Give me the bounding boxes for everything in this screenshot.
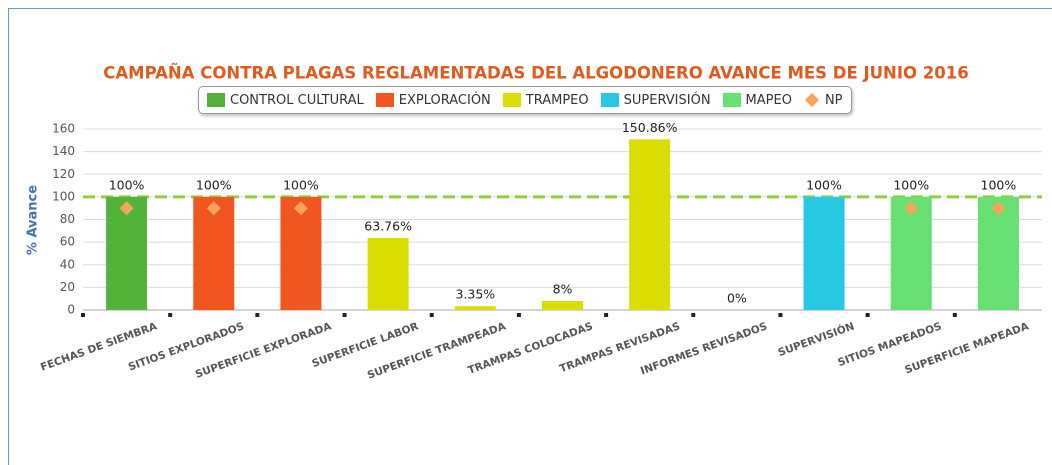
bar xyxy=(890,196,932,310)
legend-swatch xyxy=(502,93,521,107)
x-tick xyxy=(255,313,260,317)
bar xyxy=(629,139,671,310)
y-tick-label: 60 xyxy=(60,235,75,249)
legend-item[interactable]: MAPEO xyxy=(722,92,792,108)
x-tick xyxy=(429,313,434,317)
x-tick xyxy=(952,313,957,317)
x-tick-label: SUPERFICIE TRAMPEADA xyxy=(366,320,508,382)
legend-swatch xyxy=(722,93,741,107)
y-axis-title: % Avance xyxy=(26,185,41,255)
legend: CONTROL CULTURAL EXPLORACIÓN TRAMPEO SUPERV… xyxy=(198,86,852,114)
bar xyxy=(106,196,148,310)
x-tick-label: SUPERVISIÓN xyxy=(776,319,856,359)
data-label: 100% xyxy=(806,177,842,192)
legend-label: MAPEO xyxy=(745,92,792,108)
bar xyxy=(454,306,496,310)
np-marker xyxy=(991,201,1006,216)
y-tick-label: 120 xyxy=(52,167,75,181)
x-tick xyxy=(516,313,521,317)
y-tick-label: 40 xyxy=(60,257,75,271)
chart-frame xyxy=(8,8,1052,465)
bar xyxy=(193,196,235,310)
data-label: 8% xyxy=(553,281,573,296)
legend-swatch xyxy=(207,93,225,107)
data-label: 150.86% xyxy=(622,120,678,135)
legend-label: TRAMPEO xyxy=(525,92,589,108)
x-tick xyxy=(778,313,783,317)
legend-label: NP xyxy=(824,92,843,108)
data-label: 63.76% xyxy=(364,218,412,233)
data-label: 100% xyxy=(283,177,319,192)
legend-item[interactable]: EXPLORACIÓN xyxy=(375,92,491,108)
bar xyxy=(280,196,322,310)
y-tick-label: 20 xyxy=(60,280,75,294)
bar xyxy=(803,196,845,310)
legend-swatch xyxy=(600,93,619,107)
legend-label: CONTROL CULTURAL xyxy=(230,92,364,108)
y-tick-label: 160 xyxy=(52,122,75,136)
y-tick-label: 140 xyxy=(52,144,75,158)
np-marker xyxy=(293,201,308,216)
legend-label: EXPLORACIÓN xyxy=(398,92,491,108)
data-label: 0% xyxy=(727,291,747,306)
y-tick-label: 80 xyxy=(60,212,75,226)
x-tick xyxy=(168,313,173,317)
data-label: 100% xyxy=(981,177,1017,192)
y-tick-label: 0 xyxy=(67,303,75,317)
legend-swatch xyxy=(375,93,394,107)
x-tick xyxy=(81,313,85,317)
x-tick xyxy=(342,313,347,317)
x-tick xyxy=(691,313,696,317)
data-label: 100% xyxy=(109,177,145,192)
data-label: 100% xyxy=(196,177,232,192)
bar xyxy=(367,237,409,310)
legend-item[interactable]: CONTROL CULTURAL xyxy=(207,93,364,108)
legend-item[interactable]: TRAMPEO xyxy=(502,92,589,108)
data-label: 3.35% xyxy=(455,287,495,302)
legend-item[interactable]: NP xyxy=(804,93,843,108)
np-marker xyxy=(119,201,134,216)
legend-swatch xyxy=(804,92,820,108)
x-tick xyxy=(865,313,870,317)
x-tick xyxy=(604,313,609,317)
bar xyxy=(542,300,583,310)
chart-title: CAMPAÑA CONTRA PLAGAS REGLAMENTADAS DEL … xyxy=(103,64,968,83)
np-marker xyxy=(904,201,919,216)
legend-item[interactable]: SUPERVISIÓN xyxy=(600,92,711,108)
np-marker xyxy=(206,201,221,216)
bar xyxy=(977,196,1019,310)
legend-label: SUPERVISIÓN xyxy=(623,92,711,108)
y-tick-label: 100 xyxy=(52,189,75,203)
data-label: 100% xyxy=(893,177,929,192)
